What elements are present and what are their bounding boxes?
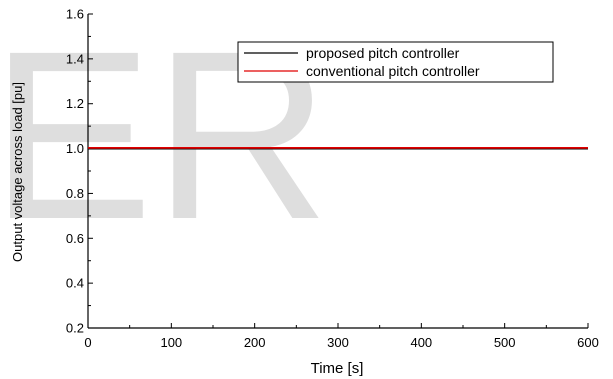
x-tick-label: 600	[577, 335, 599, 350]
x-tick-label: 0	[84, 335, 91, 350]
y-tick-label: 0.4	[66, 276, 84, 291]
y-tick-label: 0.2	[66, 321, 84, 336]
y-axis-label: Output voltage across load [pu]	[10, 82, 25, 262]
legend: proposed pitch controller conventional pi…	[237, 41, 554, 83]
legend-label: conventional pitch controller	[306, 63, 480, 79]
x-tick-label: 100	[160, 335, 182, 350]
y-tick-label: 1.6	[66, 7, 84, 22]
y-tick-label: 1.2	[66, 96, 84, 111]
x-tick-label: 300	[327, 335, 349, 350]
x-tick-label: 200	[244, 335, 266, 350]
x-axis-label: Time [s]	[311, 360, 364, 377]
axes: 0 100 200 300 400 500 600 0.2 0.4 0.6 0.8 1.0 1.2 1.4…	[66, 7, 599, 351]
watermark: ER	[0, 1, 330, 269]
y-tick-label: 0.6	[66, 231, 84, 246]
y-tick-label: 0.8	[66, 186, 84, 201]
y-tick-label: 1.0	[66, 141, 84, 156]
series-layer	[88, 146, 588, 150]
x-tick-label: 500	[494, 335, 516, 350]
legend-label: proposed pitch controller	[306, 45, 460, 61]
legend-box	[237, 41, 554, 83]
x-tick-label: 400	[410, 335, 432, 350]
y-tick-label: 1.4	[66, 51, 84, 66]
